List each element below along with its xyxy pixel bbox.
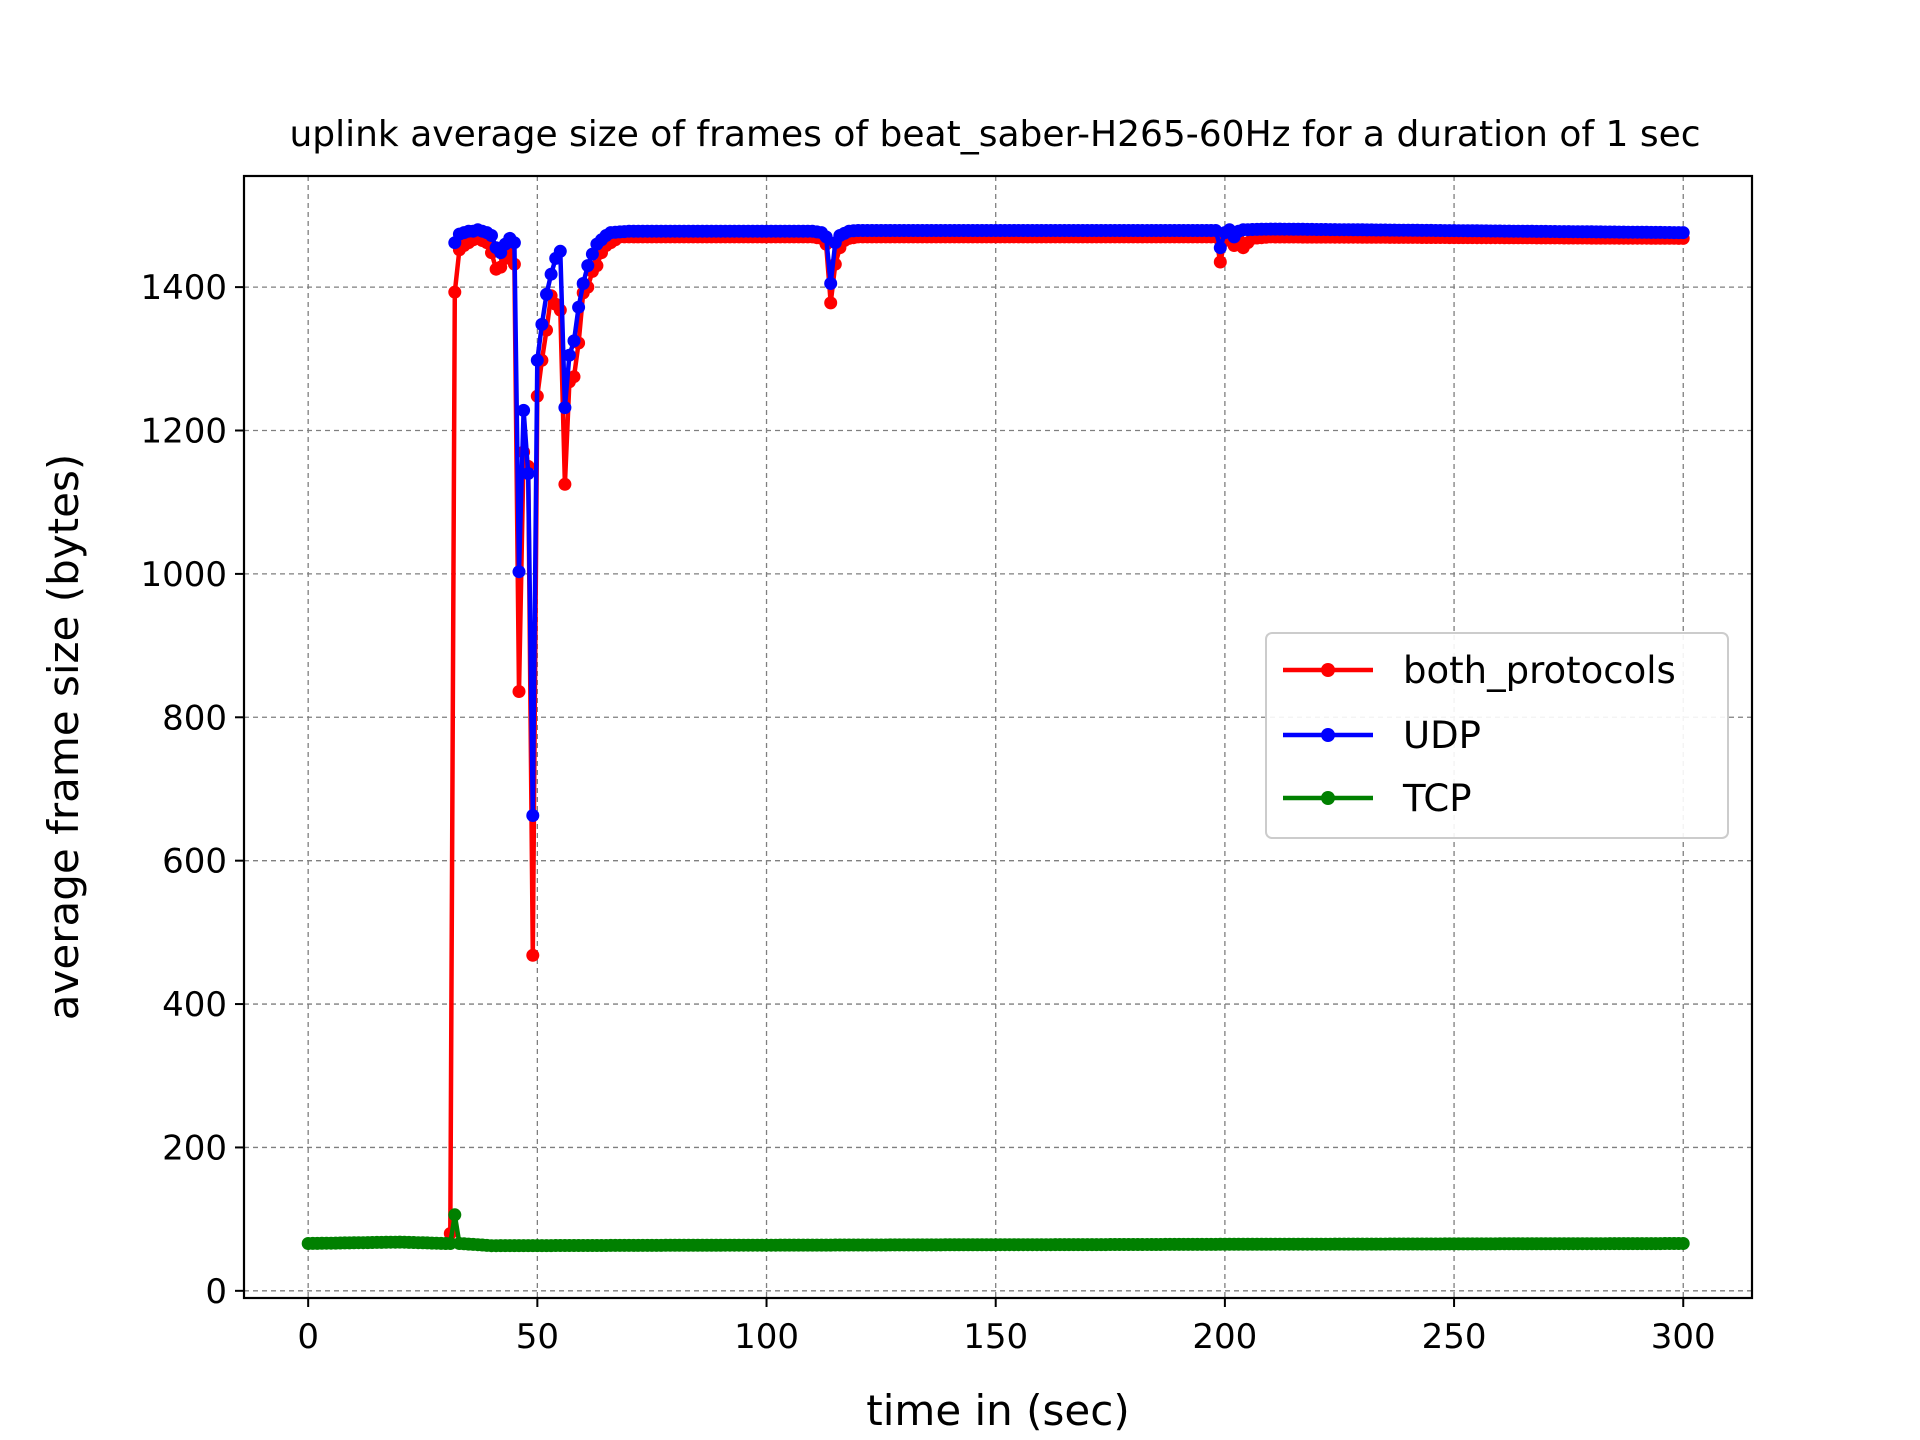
data-point-UDP: [572, 300, 586, 314]
data-point-UDP: [530, 353, 544, 367]
data-point-both_protocols: [558, 477, 572, 491]
legend-entry-TCP: TCP: [1283, 777, 1472, 820]
data-point-UDP: [553, 244, 567, 258]
legend-marker-UDP: [1321, 728, 1335, 742]
legend-label-both_protocols: both_protocols: [1403, 649, 1676, 692]
legend-box: [1265, 632, 1729, 839]
data-point-both_protocols: [567, 370, 581, 384]
x-tick-label: 50: [516, 1317, 559, 1357]
data-point-both_protocols: [824, 296, 838, 310]
legend-marker-both_protocols: [1321, 663, 1335, 677]
data-point-UDP: [576, 277, 590, 290]
legend-entry-UDP: UDP: [1283, 714, 1481, 757]
data-point-both_protocols: [590, 259, 604, 273]
data-point-UDP: [585, 247, 599, 261]
data-point-UDP: [540, 287, 553, 301]
data-point-UDP: [526, 809, 540, 822]
data-point-UDP: [562, 348, 576, 362]
x-tick-label: 300: [1651, 1317, 1716, 1357]
x-axis-label: time in (sec): [866, 1386, 1129, 1435]
legend-label-UDP: UDP: [1403, 714, 1481, 757]
data-point-TCP: [1676, 1237, 1690, 1250]
legend-label-TCP: TCP: [1402, 777, 1472, 820]
y-tick-label: 200: [162, 1128, 227, 1168]
y-tick-label: 400: [162, 985, 227, 1025]
data-point-UDP: [1676, 226, 1690, 240]
series-layer: [301, 222, 1690, 1253]
y-tick-label: 1400: [140, 268, 227, 308]
series-TCP: [301, 1208, 1690, 1253]
y-tick-label: 0: [205, 1272, 227, 1312]
series-UDP: [448, 222, 1690, 822]
chart-title: uplink average size of frames of beat_sa…: [289, 114, 1700, 155]
x-tick-label: 200: [1192, 1317, 1257, 1357]
data-point-UDP: [535, 317, 549, 331]
data-point-UDP: [485, 229, 498, 242]
legend-marker-TCP: [1321, 791, 1335, 805]
axis-ticks: 0 50 100 150 200 250 300 0 200 400 600 800 1000 1200 1…: [140, 268, 1715, 1357]
x-tick-label: 100: [734, 1317, 799, 1357]
data-point-UDP: [507, 236, 521, 250]
data-point-UDP: [1213, 241, 1227, 255]
data-point-UDP: [517, 403, 531, 417]
y-axis-label: average frame size (bytes): [39, 454, 88, 1020]
plot-frame: [242, 174, 1754, 1300]
legend: both_protocols UDP TCP: [1265, 632, 1729, 839]
x-tick-label: 150: [963, 1317, 1028, 1357]
data-point-UDP: [558, 401, 572, 415]
data-point-TCP: [448, 1208, 462, 1222]
data-point-TCP: [443, 1237, 457, 1250]
data-point-UDP: [567, 334, 581, 348]
x-tick-label: 250: [1422, 1317, 1487, 1357]
x-tick-label: 0: [297, 1317, 319, 1357]
y-tick-label: 800: [162, 698, 227, 738]
y-tick-label: 600: [162, 842, 227, 882]
data-point-both_protocols: [1213, 255, 1227, 269]
data-point-UDP: [581, 259, 595, 273]
data-point-both_protocols: [526, 948, 540, 962]
data-point-both_protocols: [512, 685, 526, 698]
data-point-UDP: [824, 277, 838, 290]
data-point-UDP: [512, 565, 526, 579]
legend-entry-both_protocols: both_protocols: [1283, 649, 1676, 692]
data-point-UDP: [544, 267, 558, 281]
y-tick-label: 1000: [140, 555, 227, 595]
data-point-both_protocols: [448, 285, 462, 299]
y-tick-label: 1200: [140, 412, 227, 452]
data-point-UDP: [521, 467, 535, 480]
